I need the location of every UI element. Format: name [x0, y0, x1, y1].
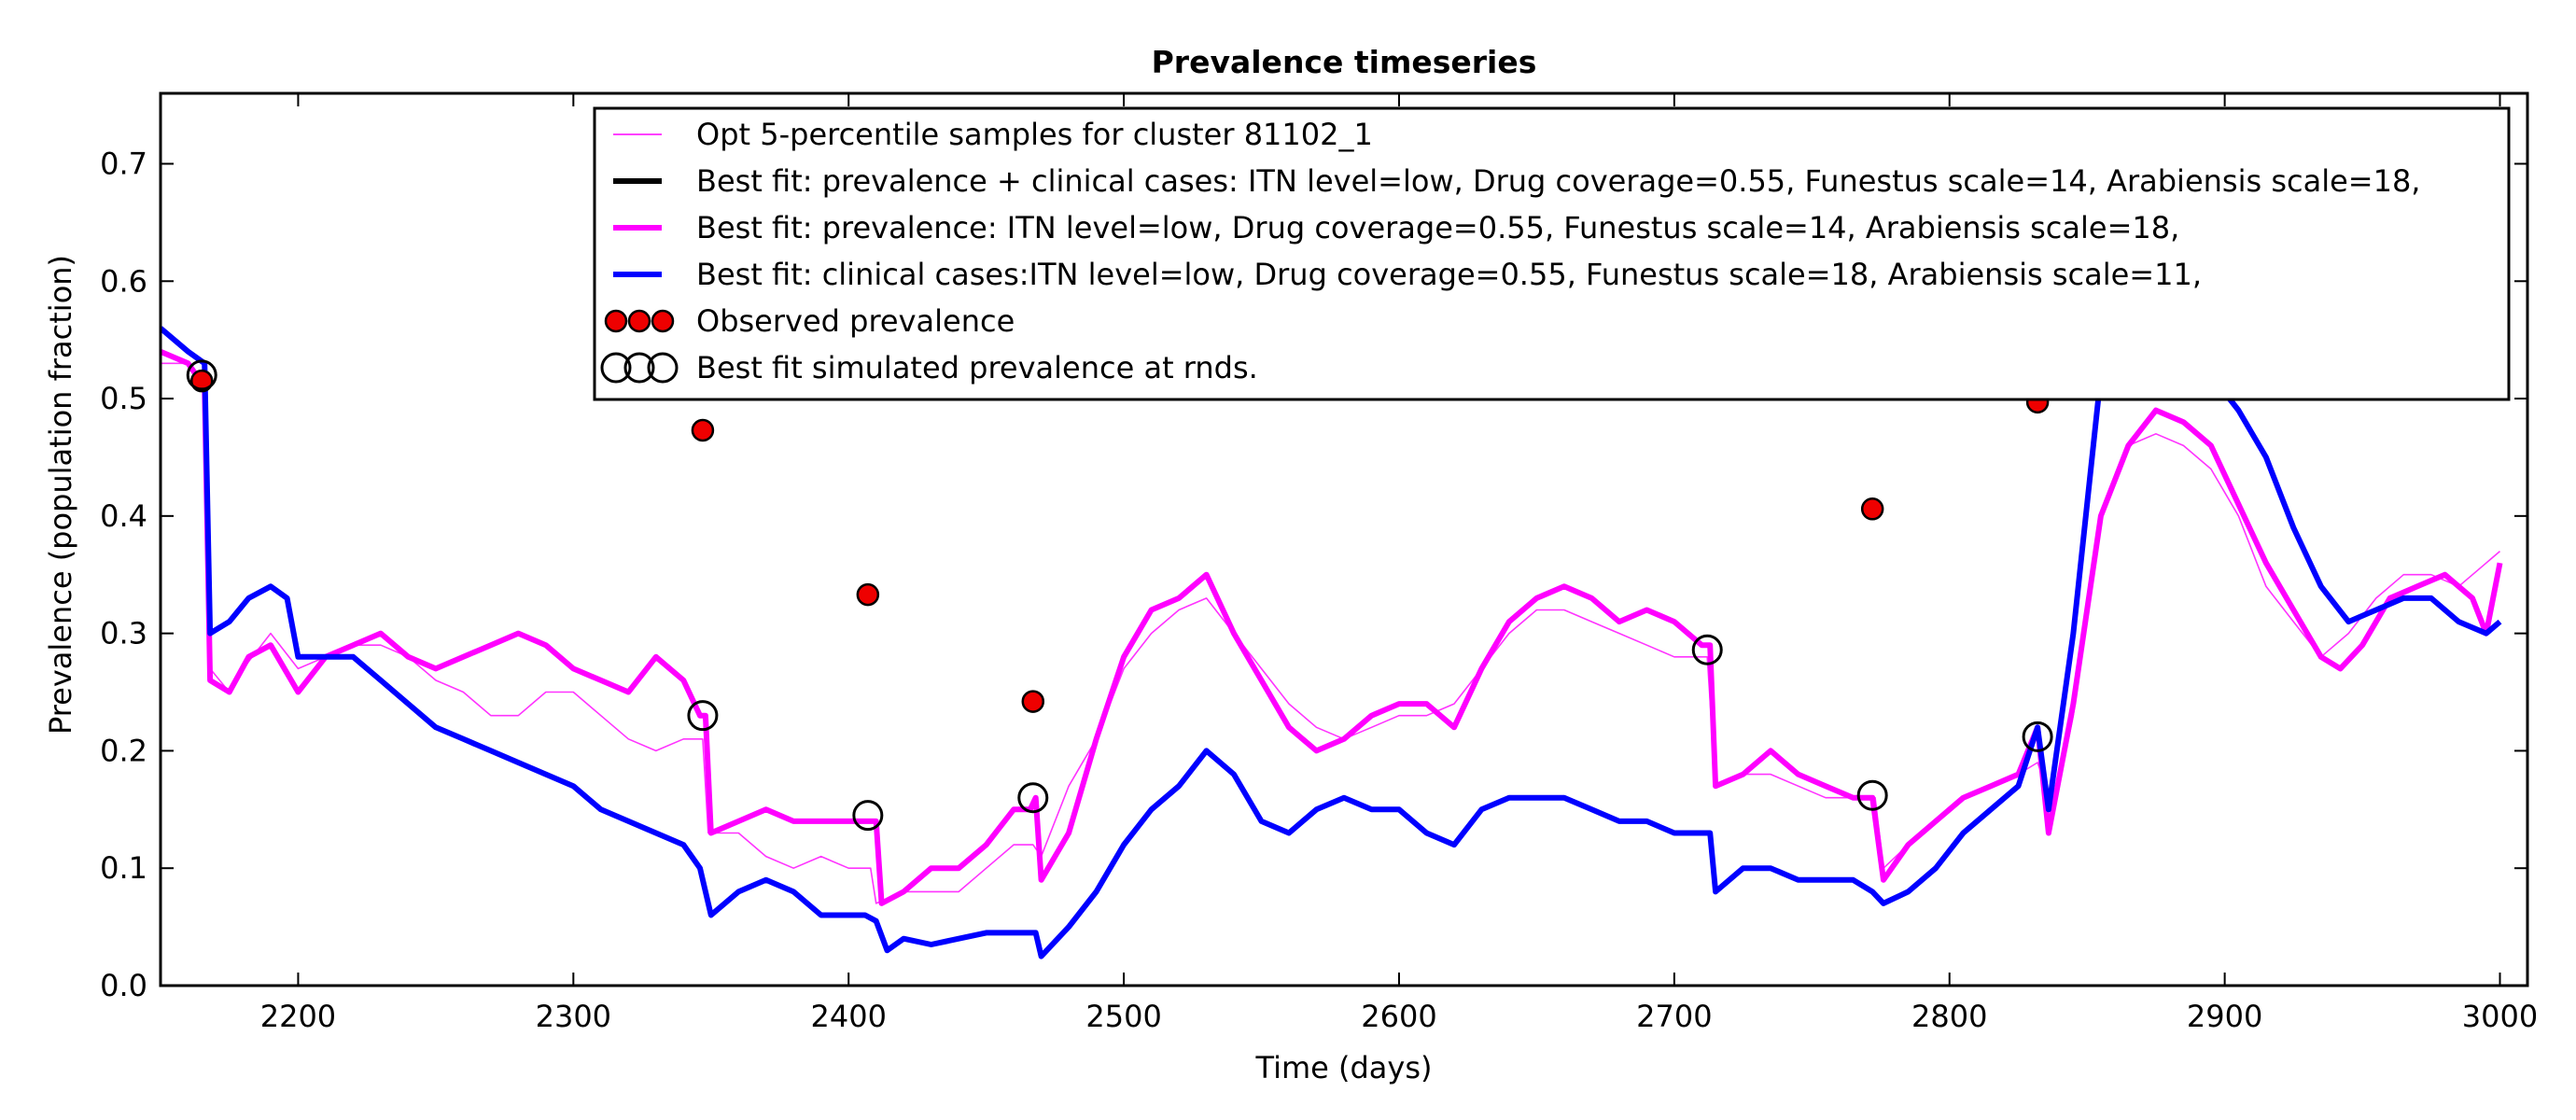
x-axis-label: Time (days) [1255, 1050, 1433, 1085]
x-tick-label: 3000 [2462, 999, 2538, 1034]
simulated-point [2022, 721, 2053, 752]
observed-point [856, 582, 880, 607]
legend-label: Best fit: clinical cases:ITN level=low, … [696, 257, 2202, 292]
x-tick-label: 2600 [1361, 999, 1436, 1034]
legend-simulated-marker [647, 352, 679, 384]
y-axis-label: Prevalence (population fraction) [43, 255, 78, 735]
legend-simulated-marker [600, 352, 632, 384]
observed-point [1021, 690, 1045, 713]
y-tick-label: 0.4 [100, 498, 147, 534]
legend-label: Opt 5-percentile samples for cluster 811… [696, 117, 1373, 152]
y-tick-label: 0.1 [100, 850, 147, 886]
x-tick-label: 2400 [810, 999, 886, 1034]
legend-label: Observed prevalence [696, 303, 1015, 339]
x-tick-label: 2500 [1085, 999, 1161, 1034]
series-layer [161, 325, 2503, 959]
marker-layer [186, 326, 2053, 832]
fit-prevalence-line [161, 348, 2503, 906]
ticks-layer: 2200 2300 2400 2500 2600 2700 2800 2900 3000 0.0 0… [100, 93, 2538, 1034]
observed-point [1860, 497, 1884, 521]
x-tick-label: 2300 [536, 999, 611, 1034]
simulated-point [186, 359, 217, 391]
legend-label: Best fit simulated prevalence at rnds. [696, 350, 1258, 385]
observed-point [189, 369, 214, 393]
simulated-point [1691, 634, 1723, 665]
simulated-point [687, 700, 719, 732]
legend-observed-marker [627, 309, 651, 333]
legend-label: Best fit: prevalence + clinical cases: I… [696, 163, 2420, 199]
x-tick-label: 2200 [260, 999, 336, 1034]
simulated-point [1856, 779, 1888, 811]
y-tick-label: 0.2 [100, 733, 147, 768]
y-tick-label: 0.7 [100, 146, 147, 181]
observed-point [691, 418, 715, 442]
y-tick-label: 0.5 [100, 381, 147, 416]
chart-title: Prevalence timeseries [1152, 44, 1537, 80]
simulated-point [1017, 782, 1049, 814]
y-tick-label: 0.6 [100, 263, 147, 299]
legend: Opt 5-percentile samples for cluster 811… [593, 106, 2511, 401]
legend-observed-marker [604, 309, 628, 333]
y-tick-label: 0.0 [100, 968, 147, 1003]
plot-frame [159, 91, 2529, 987]
x-tick-label: 2800 [1911, 999, 1987, 1034]
legend-observed-marker [651, 309, 675, 333]
x-tick-label: 2700 [1636, 999, 1712, 1034]
legend-frame [593, 106, 2511, 401]
y-tick-label: 0.3 [100, 616, 147, 651]
legend-label: Best fit: prevalence: ITN level=low, Dru… [696, 210, 2179, 245]
fit-clinical-line [161, 325, 2502, 959]
simulated-point [852, 800, 884, 832]
x-tick-label: 2900 [2187, 999, 2262, 1034]
legend-simulated-marker [623, 352, 655, 384]
